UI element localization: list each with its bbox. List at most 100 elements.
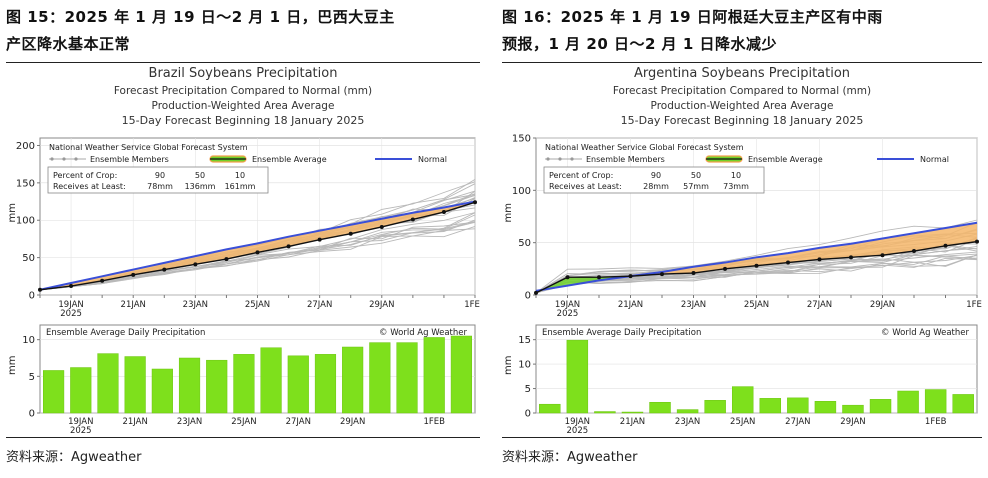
ensemble-member-line bbox=[39, 212, 476, 291]
daily-bar bbox=[151, 368, 173, 414]
percent-table-box bbox=[543, 166, 765, 194]
daily-bar bbox=[869, 399, 892, 414]
daily-x-tick-label: 25JAN bbox=[231, 417, 256, 427]
ensemble-average-point bbox=[943, 243, 948, 248]
percent-row2-label: Receives at Least: bbox=[53, 182, 126, 191]
x-tick-label: 25JAN bbox=[245, 300, 270, 310]
percent-row2-value: 136mm bbox=[185, 182, 216, 191]
chart-subtitle-1: Forecast Precipitation Compared to Norma… bbox=[114, 85, 372, 97]
daily-title: Ensemble Average Daily Precipitation bbox=[46, 328, 205, 338]
ensemble-average-point bbox=[628, 274, 633, 279]
chart-title: Argentina Soybeans Precipitation bbox=[634, 66, 850, 81]
legend-members-label: Ensemble Members bbox=[586, 155, 665, 164]
daily-bar bbox=[676, 409, 699, 414]
legend-members-dot bbox=[558, 157, 562, 161]
daily-bar bbox=[70, 367, 92, 414]
figure-16-source: 资料来源：Agweather bbox=[502, 450, 638, 465]
percent-row2-value: 57mm bbox=[683, 182, 709, 191]
daily-bar bbox=[260, 347, 282, 414]
ensemble-average-point bbox=[597, 275, 601, 280]
legend-average-label: Ensemble Average bbox=[252, 155, 327, 164]
daily-x-tick-label: 21JAN bbox=[122, 417, 147, 427]
daily-y-tick-label: 5 bbox=[525, 384, 531, 395]
chart-subtitle-3: 15-Day Forecast Beginning 18 January 202… bbox=[621, 114, 864, 127]
daily-bar bbox=[206, 359, 228, 414]
percent-row2-label: Receives at Least: bbox=[549, 182, 622, 191]
daily-credit: © World Ag Weather bbox=[881, 328, 969, 338]
y-axis-label: mm bbox=[503, 203, 514, 222]
daily-y-tick-label: 0 bbox=[29, 409, 35, 420]
figure-15-bottom-rule bbox=[6, 437, 480, 438]
percent-row1-value: 10 bbox=[731, 171, 741, 180]
ensemble-average-point bbox=[379, 224, 384, 229]
daily-x-tick-label: 29JAN bbox=[840, 417, 865, 427]
x-year-label: 2025 bbox=[60, 309, 82, 319]
daily-x-tick-label: 21JAN bbox=[620, 417, 645, 427]
system-label: National Weather Service Global Forecast… bbox=[545, 143, 744, 152]
ensemble-average-point bbox=[565, 275, 570, 280]
percent-row1-label: Percent of Crop: bbox=[549, 171, 613, 180]
x-tick-label: 19JAN bbox=[58, 300, 83, 310]
x-tick-label: 29JAN bbox=[870, 300, 895, 310]
x-tick-label: 23JAN bbox=[183, 300, 208, 310]
figure-15-title: 图 15：2025 年 1 月 19 日～2 月 1 日，巴西大豆主 产区降水基… bbox=[6, 4, 484, 58]
x-tick-label: 21JAN bbox=[618, 300, 643, 310]
chart-subtitle-2: Production-Weighted Area Average bbox=[651, 100, 834, 112]
chart-subtitle-2: Production-Weighted Area Average bbox=[152, 100, 335, 112]
daily-bar bbox=[233, 354, 255, 414]
anomaly-fill-segment bbox=[288, 230, 320, 247]
ensemble-average-point bbox=[691, 271, 696, 276]
y-tick-label: 0 bbox=[29, 291, 35, 302]
daily-y-tick-label: 10 bbox=[22, 335, 35, 346]
ensemble-average-point bbox=[975, 239, 979, 244]
daily-x-tick-label: 1FEB bbox=[423, 417, 445, 427]
percent-row1-value: 90 bbox=[651, 171, 661, 180]
ensemble-average-point bbox=[224, 257, 229, 262]
figure-16-title: 图 16：2025 年 1 月 19 日阿根廷大豆主产区有中雨 预报，1 月 2… bbox=[502, 4, 982, 58]
percent-row1-value: 50 bbox=[691, 171, 701, 180]
daily-x-tick-label: 27JAN bbox=[785, 417, 810, 427]
figure-15-source: 资料来源：Agweather bbox=[6, 450, 142, 465]
figure-16-top-rule bbox=[502, 62, 982, 63]
ensemble-average-point bbox=[786, 260, 790, 265]
daily-bar bbox=[566, 339, 589, 414]
ensemble-average-point bbox=[162, 267, 167, 272]
daily-x-tick-label: 23JAN bbox=[177, 417, 202, 427]
y-tick-label: 100 bbox=[16, 216, 35, 227]
daily-x-year-label: 2025 bbox=[567, 426, 589, 436]
daily-x-tick-label: 19JAN bbox=[565, 417, 590, 427]
daily-y-tick-label: 5 bbox=[29, 372, 35, 383]
daily-y-tick-label: 15 bbox=[518, 335, 531, 346]
x-tick-label: 25JAN bbox=[744, 300, 769, 310]
chart-title: Brazil Soybeans Precipitation bbox=[149, 66, 338, 81]
daily-y-tick-label: 0 bbox=[525, 409, 531, 420]
daily-bar bbox=[649, 401, 671, 414]
daily-y-axis-label: mm bbox=[503, 356, 514, 375]
x-year-label: 2025 bbox=[557, 309, 579, 319]
y-axis-label: mm bbox=[7, 203, 18, 222]
daily-bar bbox=[759, 398, 782, 414]
daily-x-tick-label: 27JAN bbox=[286, 417, 311, 427]
daily-bar bbox=[423, 337, 445, 414]
ensemble-average-point bbox=[348, 231, 353, 236]
legend-normal-label: Normal bbox=[920, 155, 949, 164]
system-label: National Weather Service Global Forecast… bbox=[49, 143, 248, 152]
daily-bar bbox=[731, 386, 754, 414]
ensemble-average-point bbox=[193, 262, 198, 267]
percent-row2-value: 73mm bbox=[723, 182, 749, 191]
percent-row1-label: Percent of Crop: bbox=[53, 171, 117, 180]
y-tick-label: 100 bbox=[512, 186, 531, 197]
ensemble-average-point bbox=[754, 263, 759, 268]
daily-bar bbox=[787, 397, 809, 414]
x-tick-label: 27JAN bbox=[307, 300, 332, 310]
anomaly-fill-segment bbox=[133, 262, 165, 275]
percent-row2-value: 161mm bbox=[225, 182, 256, 191]
daily-bar bbox=[842, 404, 864, 414]
daily-bar bbox=[924, 389, 947, 414]
anomaly-fill-segment bbox=[195, 249, 227, 265]
brazil-precip-chart: Brazil Soybeans Precipitation Forecast Pr… bbox=[7, 66, 480, 436]
ensemble-average-point bbox=[441, 210, 446, 215]
anomaly-fill-segment bbox=[350, 218, 382, 234]
daily-x-tick-label: 29JAN bbox=[340, 417, 365, 427]
figure-16-bottom-rule bbox=[502, 437, 982, 438]
